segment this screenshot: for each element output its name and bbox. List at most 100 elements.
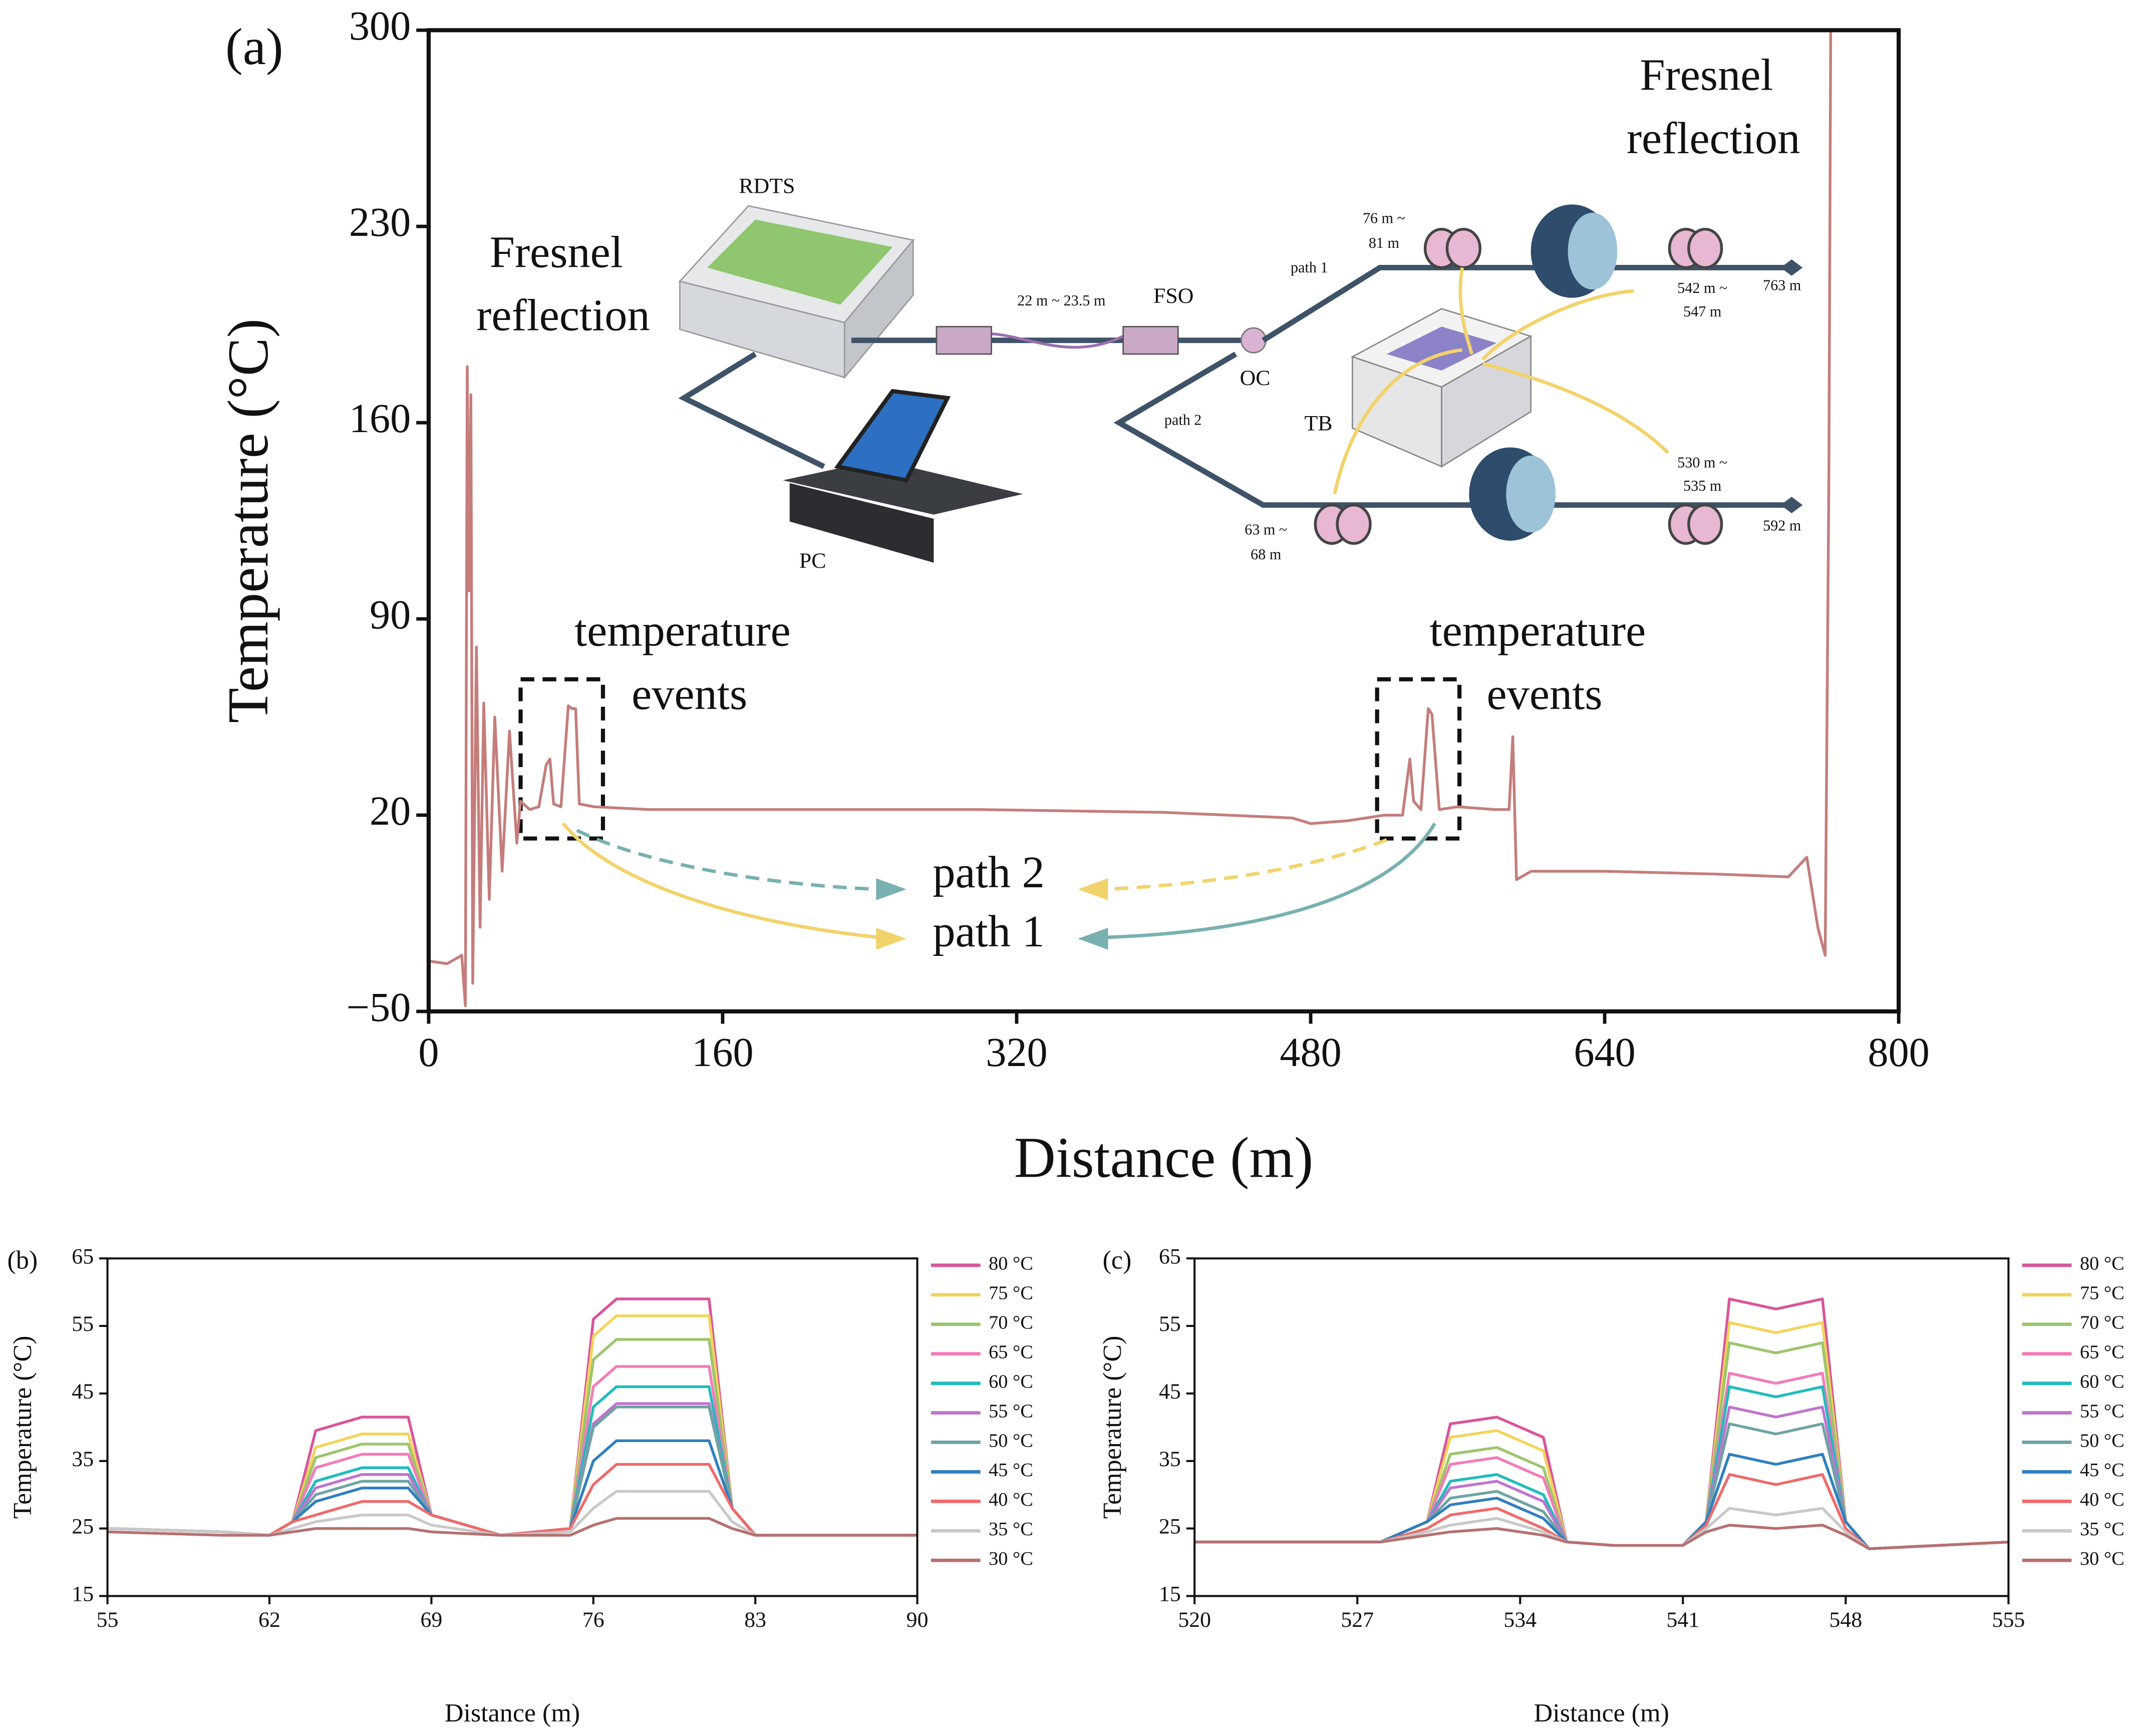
y-tick-label: 35 xyxy=(72,1447,94,1471)
coil xyxy=(1687,503,1723,545)
annotation: reflection xyxy=(1627,113,1800,163)
series-line xyxy=(1194,1371,2009,1550)
legend-label: 80 °C xyxy=(2080,1253,2124,1274)
y-tick-label: 15 xyxy=(1159,1582,1181,1606)
arrow xyxy=(1481,289,1634,361)
legend-label: 50 °C xyxy=(989,1430,1033,1451)
legend-label: 75 °C xyxy=(989,1283,1033,1304)
pc-screen xyxy=(834,389,951,483)
series-line xyxy=(1194,1321,2009,1550)
x-axis-label: Distance (m) xyxy=(1534,1699,1669,1727)
diagram-label: 76 m ~ xyxy=(1363,209,1405,226)
x-tick-label: 76 xyxy=(582,1608,604,1632)
annotation: Fresnel xyxy=(1640,50,1773,100)
series-line xyxy=(107,1490,917,1537)
event-arrows xyxy=(518,677,1462,950)
arrow-path1 xyxy=(561,822,879,939)
panel-label: (b) xyxy=(7,1246,38,1274)
series-line xyxy=(107,1314,917,1537)
y-tick-label: 25 xyxy=(1159,1515,1181,1539)
series-line xyxy=(107,1439,917,1537)
legend-label: 45 °C xyxy=(2080,1460,2124,1481)
plot-frame xyxy=(106,1257,918,1597)
x-tick-label: 62 xyxy=(258,1608,280,1632)
panel-label: (a) xyxy=(225,18,283,76)
diagram-label: path 1 xyxy=(1291,259,1328,276)
legend-label: 30 °C xyxy=(989,1548,1033,1569)
series-line xyxy=(1194,1297,2009,1550)
fiber-path1 xyxy=(1262,264,1792,343)
y-tick-label: 45 xyxy=(1159,1379,1181,1404)
series-line xyxy=(107,1365,917,1537)
annotation: reflection xyxy=(476,289,650,340)
y-tick-label: 15 xyxy=(72,1582,94,1606)
annotation: temperature xyxy=(574,605,791,656)
x-tick-label: 800 xyxy=(1868,1029,1930,1075)
arrow-head xyxy=(876,927,906,950)
x-tick-label: 160 xyxy=(692,1029,753,1075)
x-tick-label: 0 xyxy=(418,1029,439,1075)
legend-label: 55 °C xyxy=(989,1401,1033,1422)
y-tick-label: 65 xyxy=(72,1244,94,1268)
series-line xyxy=(107,1406,917,1537)
legend-label: 60 °C xyxy=(2080,1371,2124,1392)
legend-label: 35 °C xyxy=(2080,1519,2124,1540)
x-tick-label: 83 xyxy=(744,1608,766,1632)
arrow-path2 xyxy=(1105,838,1388,891)
y-tick-label: 55 xyxy=(1159,1312,1181,1336)
series-line xyxy=(1194,1341,2009,1550)
y-tick-label: −50 xyxy=(347,984,411,1030)
legend-label: 70 °C xyxy=(989,1312,1033,1333)
y-tick-label: 65 xyxy=(1159,1244,1181,1268)
x-tick-label: 527 xyxy=(1341,1608,1374,1632)
fiber-end xyxy=(1780,497,1803,514)
coil xyxy=(1336,503,1372,545)
x-tick-label: 555 xyxy=(1992,1608,2025,1632)
x-tick-label: 534 xyxy=(1503,1608,1536,1632)
diagram-label: FSO xyxy=(1153,284,1193,308)
coil xyxy=(1445,227,1482,269)
diagram-label: 530 m ~ xyxy=(1677,454,1727,471)
legend-label: 40 °C xyxy=(989,1489,1033,1510)
series-line xyxy=(1194,1406,2009,1550)
y-tick-label: 25 xyxy=(72,1515,94,1539)
arrow-head xyxy=(1078,927,1108,950)
y-tick-label: 160 xyxy=(349,396,411,441)
tb-bath xyxy=(1386,326,1497,371)
annotation: Fresnel xyxy=(490,226,623,277)
annotation: path 1 xyxy=(933,906,1045,956)
heat-arrows xyxy=(1333,267,1670,495)
x-tick-label: 320 xyxy=(986,1029,1047,1075)
pc-front xyxy=(789,483,934,563)
series-line xyxy=(1194,1422,2009,1550)
legend-label: 50 °C xyxy=(2080,1430,2124,1451)
y-tick-label: 35 xyxy=(1159,1447,1181,1471)
rdts-board xyxy=(707,219,893,305)
series-line xyxy=(107,1338,917,1537)
arrow xyxy=(1482,362,1670,454)
legend-label: 45 °C xyxy=(989,1460,1033,1481)
event-box xyxy=(518,677,605,841)
series-line xyxy=(107,1385,917,1537)
diagram-label: 763 m xyxy=(1763,277,1801,294)
diagram-label: TB xyxy=(1304,412,1332,436)
diagram-label: RDTS xyxy=(739,174,795,198)
legend-label: 75 °C xyxy=(2080,1283,2124,1304)
x-tick-label: 90 xyxy=(906,1608,929,1632)
plot-lines xyxy=(428,30,1832,1007)
legend-label: 30 °C xyxy=(2080,1548,2124,1569)
diagram-label: 81 m xyxy=(1369,234,1399,251)
series-line xyxy=(1194,1473,2009,1550)
y-axis-label: Temperature (°C) xyxy=(9,1336,37,1519)
diagram-label: 592 m xyxy=(1763,517,1801,534)
x-tick-label: 55 xyxy=(97,1608,119,1632)
legend-label: 60 °C xyxy=(989,1371,1033,1392)
x-tick-label: 69 xyxy=(420,1608,442,1632)
diagram-label: PC xyxy=(799,549,826,573)
diagram-label: 22 m ~ 23.5 m xyxy=(1017,292,1105,309)
legend-label: 40 °C xyxy=(2080,1489,2124,1510)
legend-label: 80 °C xyxy=(989,1253,1033,1274)
legend-label: 70 °C xyxy=(2080,1312,2124,1333)
coil xyxy=(1687,227,1723,269)
